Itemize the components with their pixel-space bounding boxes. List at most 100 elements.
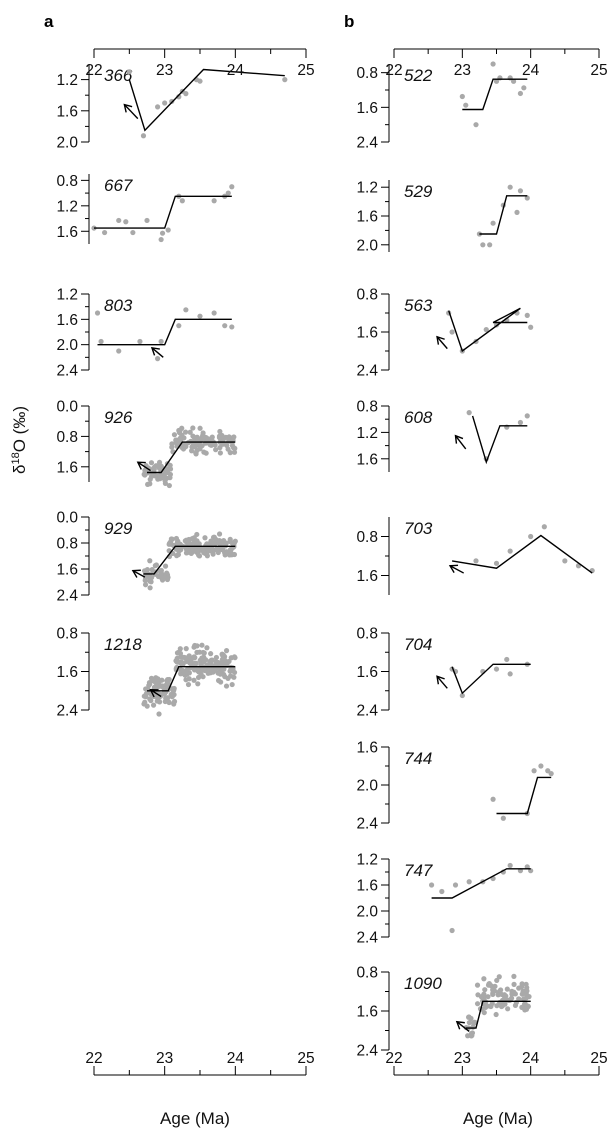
y-tick-label: 0.8 bbox=[56, 429, 78, 446]
data-point bbox=[217, 450, 223, 456]
site-label-1090: 1090 bbox=[404, 974, 442, 993]
x-tick-label: 24 bbox=[522, 1050, 540, 1067]
data-point bbox=[154, 677, 160, 683]
data-point bbox=[147, 476, 153, 482]
data-point bbox=[177, 436, 183, 442]
data-point bbox=[102, 229, 108, 236]
data-point bbox=[222, 674, 228, 680]
data-point bbox=[452, 882, 459, 888]
data-point bbox=[522, 1001, 528, 1007]
data-point bbox=[187, 429, 193, 435]
y-tick-label: 1.6 bbox=[356, 451, 378, 468]
data-point bbox=[162, 478, 168, 484]
data-point bbox=[167, 471, 174, 478]
data-point bbox=[466, 1014, 472, 1020]
arrow-shaft bbox=[436, 336, 448, 350]
data-point bbox=[207, 658, 213, 665]
data-point bbox=[493, 1011, 499, 1018]
y-tick-label: 1.6 bbox=[356, 1004, 378, 1021]
data-point bbox=[188, 665, 194, 671]
data-point bbox=[473, 558, 479, 564]
data-point bbox=[480, 242, 486, 248]
data-point bbox=[230, 540, 236, 546]
x-tick-label: 25 bbox=[590, 1050, 607, 1067]
data-point bbox=[181, 669, 187, 676]
subplot-926: 0.0 0.8 1.6 926 bbox=[56, 399, 238, 489]
data-point bbox=[493, 78, 500, 84]
data-point bbox=[166, 699, 172, 706]
data-point bbox=[219, 661, 225, 667]
site-label-704: 704 bbox=[404, 635, 432, 654]
fit-line bbox=[147, 441, 236, 474]
data-point bbox=[216, 531, 223, 537]
y-tick-label: 1.6 bbox=[56, 312, 78, 329]
data-point bbox=[209, 434, 215, 440]
data-point bbox=[469, 1030, 476, 1036]
panel-letter-b: b bbox=[344, 12, 354, 31]
data-point bbox=[201, 550, 207, 556]
data-point bbox=[439, 888, 445, 895]
fit-line bbox=[451, 534, 593, 574]
data-point bbox=[229, 184, 235, 190]
y-tick-label: 1.2 bbox=[56, 287, 78, 304]
data-point bbox=[157, 475, 163, 481]
data-point bbox=[541, 524, 547, 530]
arrow-head bbox=[448, 564, 459, 573]
data-point bbox=[207, 442, 213, 448]
data-point bbox=[197, 78, 203, 84]
y-tick-label: 1.2 bbox=[356, 425, 378, 442]
data-point bbox=[482, 987, 488, 993]
data-point bbox=[481, 976, 487, 982]
data-point bbox=[196, 668, 203, 675]
data-point bbox=[171, 698, 178, 705]
subplot-704: 0.8 1.6 2.4 704 bbox=[356, 626, 531, 720]
x-tick-label: 22 bbox=[385, 62, 402, 79]
data-point bbox=[459, 93, 465, 100]
fit-line bbox=[462, 78, 528, 111]
data-point bbox=[507, 862, 513, 869]
fit-line bbox=[143, 545, 236, 575]
data-point bbox=[183, 443, 189, 450]
data-point bbox=[177, 646, 183, 652]
y-tick-label: 1.6 bbox=[56, 224, 78, 241]
arrow-shaft bbox=[436, 675, 448, 689]
data-point bbox=[151, 466, 157, 472]
arrow-shaft bbox=[151, 347, 164, 358]
site-label-1218: 1218 bbox=[104, 635, 142, 654]
data-point bbox=[194, 531, 200, 538]
data-point bbox=[197, 425, 203, 431]
data-point bbox=[282, 77, 288, 83]
data-point bbox=[197, 446, 203, 452]
data-point bbox=[144, 217, 150, 224]
data-point bbox=[167, 466, 174, 472]
y-tick-label: 0.8 bbox=[56, 536, 78, 553]
subplot-529: 1.2 1.6 2.0 529 bbox=[356, 180, 530, 254]
y-tick-label: 1.6 bbox=[356, 878, 378, 895]
data-point bbox=[159, 230, 166, 236]
data-point bbox=[185, 681, 192, 688]
y-tick-label: 1.2 bbox=[356, 180, 378, 197]
subplot-563: 0.8 1.6 2.4 563 bbox=[356, 287, 534, 380]
data-point bbox=[493, 560, 500, 566]
y-tick-label: 2.0 bbox=[56, 337, 78, 354]
data-point bbox=[188, 547, 194, 553]
data-point bbox=[507, 548, 513, 554]
x-tick-label: 25 bbox=[297, 1050, 314, 1067]
data-point bbox=[195, 681, 201, 687]
data-point bbox=[216, 538, 223, 544]
y-tick-label: 1.2 bbox=[56, 198, 78, 215]
data-point bbox=[158, 463, 164, 469]
data-point bbox=[205, 670, 211, 676]
subplot-744: 1.6 2.0 2.4 744 bbox=[356, 740, 554, 833]
data-point bbox=[229, 681, 235, 688]
data-point bbox=[183, 91, 189, 97]
data-point bbox=[183, 307, 189, 313]
data-point bbox=[466, 1019, 472, 1026]
data-point bbox=[215, 549, 221, 556]
fit-line bbox=[496, 776, 552, 815]
data-point bbox=[228, 550, 234, 556]
y-tick-label: 2.4 bbox=[356, 816, 378, 833]
arrow-shaft bbox=[132, 570, 146, 578]
data-point bbox=[201, 659, 207, 665]
data-point bbox=[191, 677, 197, 683]
